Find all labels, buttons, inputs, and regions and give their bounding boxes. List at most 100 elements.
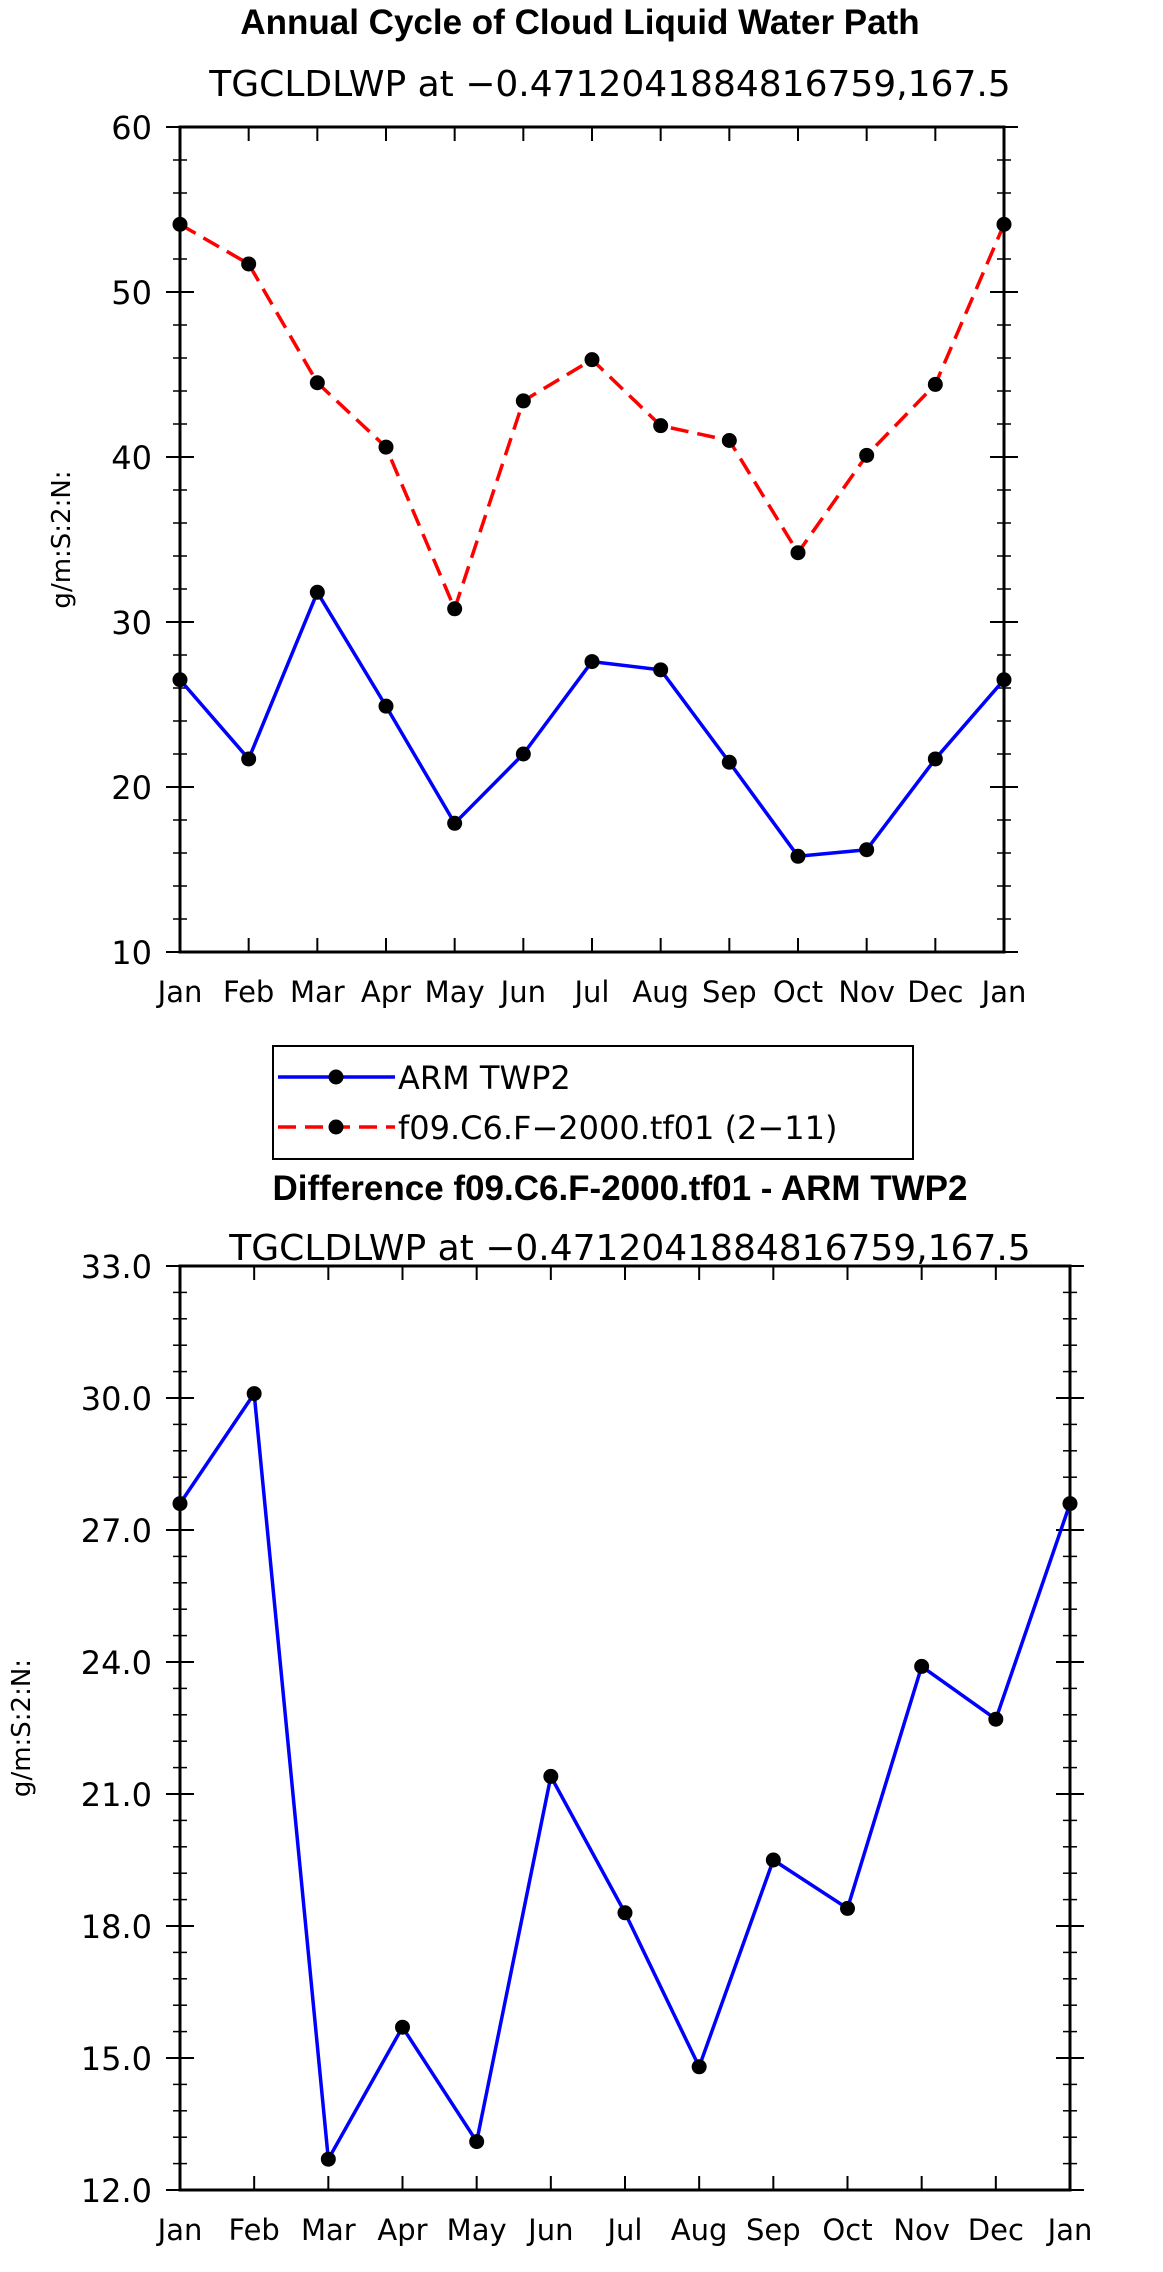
legend-label: ARM TWP2 xyxy=(398,1059,571,1097)
top-x-tick-label: Apr xyxy=(361,975,411,1009)
top-data-point xyxy=(378,439,394,455)
top-data-point xyxy=(172,216,188,232)
bottom-y-tick-label: 27.0 xyxy=(81,1512,152,1550)
bottom-y-tick-label: 24.0 xyxy=(81,1644,152,1682)
bottom-x-tick-label: May xyxy=(447,2213,507,2247)
top-y-tick-label: 40 xyxy=(111,439,152,477)
bottom-data-point xyxy=(320,2151,336,2167)
top-y-axis-label: g/m:S:2:N: xyxy=(47,470,77,608)
bottom-series-line-0 xyxy=(178,1391,1072,2161)
legend-swatch-marker xyxy=(328,1069,344,1085)
top-data-point xyxy=(172,672,188,688)
bottom-data-point xyxy=(246,1386,262,1402)
top-data-point xyxy=(241,751,257,767)
bottom-data-point xyxy=(1062,1496,1078,1512)
bottom-x-tick-label: Mar xyxy=(301,2213,356,2247)
bottom-y-tick-label: 30.0 xyxy=(81,1380,152,1418)
top-x-tick-label: Jul xyxy=(573,975,610,1009)
bottom-x-tick-label: Sep xyxy=(746,2213,801,2247)
top-data-point xyxy=(721,754,737,770)
bottom-x-tick-label: Jul xyxy=(606,2213,643,2247)
bottom-data-point xyxy=(691,2059,707,2075)
top-data-point xyxy=(447,815,463,831)
top-data-point xyxy=(790,545,806,561)
top-chart-subtitle: TGCLDLWP at −0.4712041884816759,167.5 xyxy=(208,64,1010,105)
top-y-tick-label: 50 xyxy=(111,274,152,312)
top-x-tick-label: Feb xyxy=(223,975,274,1009)
top-data-point xyxy=(927,751,943,767)
top-data-point xyxy=(859,842,875,858)
top-data-point xyxy=(859,447,875,463)
top-data-point xyxy=(378,698,394,714)
top-data-point xyxy=(927,376,943,392)
top-x-tick-label: Nov xyxy=(838,975,895,1009)
top-x-tick-label: Sep xyxy=(702,975,757,1009)
top-data-point xyxy=(515,393,531,409)
top-data-point xyxy=(653,662,669,678)
bottom-x-tick-label: Jan xyxy=(156,2213,203,2247)
top-x-tick-label: Jan xyxy=(980,975,1027,1009)
bottom-y-tick-label: 33.0 xyxy=(81,1248,152,1286)
legend: ARM TWP2 f09.C6.F−2000.tf01 (2−11) xyxy=(272,1045,914,1160)
bottom-chart-title: Difference f09.C6.F-2000.tf01 - ARM TWP2 xyxy=(273,1169,968,1208)
bottom-y-tick-label: 21.0 xyxy=(81,1776,152,1814)
top-x-tick-label: Oct xyxy=(773,975,823,1009)
bottom-x-tick-label: Nov xyxy=(893,2213,950,2247)
bottom-data-point xyxy=(617,1905,633,1921)
bottom-data-point xyxy=(988,1711,1004,1727)
top-chart-title: Annual Cycle of Cloud Liquid Water Path xyxy=(240,3,919,42)
top-data-point xyxy=(241,256,257,272)
top-x-tick-label: Dec xyxy=(907,975,963,1009)
legend-label: f09.C6.F−2000.tf01 (2−11) xyxy=(398,1109,837,1147)
bottom-y-axis-label: g/m:S:2:N: xyxy=(7,1659,37,1797)
top-data-point xyxy=(309,375,325,391)
top-series-line-1 xyxy=(179,222,1006,611)
bottom-x-tick-label: Feb xyxy=(228,2213,279,2247)
bottom-data-point xyxy=(543,1768,559,1784)
top-x-tick-label: Jan xyxy=(156,975,203,1009)
top-data-point xyxy=(996,672,1012,688)
top-x-tick-label: Aug xyxy=(632,975,689,1009)
bottom-x-tick-label: Aug xyxy=(671,2213,728,2247)
bottom-chart: Jan Feb Mar Apr May Jun Jul Aug Sep Oct Nov Dec Jan1… xyxy=(7,1248,1092,2247)
bottom-data-point xyxy=(765,1852,781,1868)
bottom-x-tick-label: Dec xyxy=(968,2213,1024,2247)
top-data-point xyxy=(996,216,1012,232)
bottom-y-tick-label: 18.0 xyxy=(81,1908,152,1946)
top-series-line-0 xyxy=(178,590,1006,859)
top-data-point xyxy=(721,433,737,448)
top-data-point xyxy=(653,418,669,434)
legend-box xyxy=(272,1045,914,1160)
top-chart: Jan Feb Mar Apr May Jun Jul Aug Sep Oct Nov Dec Jan1… xyxy=(47,109,1026,1009)
bottom-data-point xyxy=(914,1658,930,1674)
top-y-tick-label: 20 xyxy=(111,769,152,807)
top-y-tick-label: 10 xyxy=(111,934,152,972)
bottom-data-point xyxy=(172,1496,188,1512)
bottom-chart-subtitle: TGCLDLWP at −0.4712041884816759,167.5 xyxy=(228,1228,1030,1269)
legend-swatch-marker xyxy=(328,1119,344,1135)
bottom-x-tick-label: Oct xyxy=(822,2213,872,2247)
bottom-plot-frame xyxy=(178,1264,1072,2192)
top-x-tick-label: Jun xyxy=(499,975,546,1009)
top-data-point xyxy=(447,601,463,617)
top-data-point xyxy=(309,584,325,600)
bottom-data-point xyxy=(840,1900,855,1916)
top-y-tick-label: 30 xyxy=(111,604,152,642)
top-y-tick-label: 60 xyxy=(111,109,152,147)
bottom-data-point xyxy=(395,2019,410,2035)
top-data-point xyxy=(584,654,600,670)
bottom-x-tick-label: Jan xyxy=(1046,2213,1093,2247)
top-x-tick-label: Mar xyxy=(290,975,345,1009)
bottom-y-tick-label: 12.0 xyxy=(81,2172,152,2210)
bottom-y-tick-label: 15.0 xyxy=(81,2040,152,2078)
bottom-x-tick-label: Jun xyxy=(526,2213,573,2247)
top-data-point xyxy=(584,352,600,368)
bottom-x-tick-label: Apr xyxy=(377,2213,427,2247)
bottom-data-point xyxy=(469,2134,485,2150)
top-data-point xyxy=(790,848,806,864)
top-x-tick-label: May xyxy=(425,975,485,1009)
top-data-point xyxy=(515,746,531,762)
top-plot-frame xyxy=(178,125,1006,954)
